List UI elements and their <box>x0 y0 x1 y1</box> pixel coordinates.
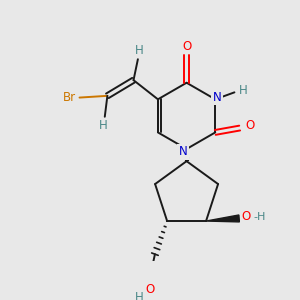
Text: Br: Br <box>62 91 76 104</box>
Text: H: H <box>135 44 144 57</box>
Text: O: O <box>145 283 154 296</box>
Text: -H: -H <box>254 212 266 222</box>
Text: N: N <box>213 91 221 104</box>
Polygon shape <box>206 215 239 222</box>
Text: O: O <box>245 119 255 132</box>
Text: H: H <box>99 119 107 132</box>
Text: H: H <box>135 291 144 300</box>
Text: H: H <box>239 84 248 97</box>
Text: O: O <box>182 40 191 53</box>
Text: O: O <box>242 210 251 223</box>
Text: N: N <box>179 145 188 158</box>
